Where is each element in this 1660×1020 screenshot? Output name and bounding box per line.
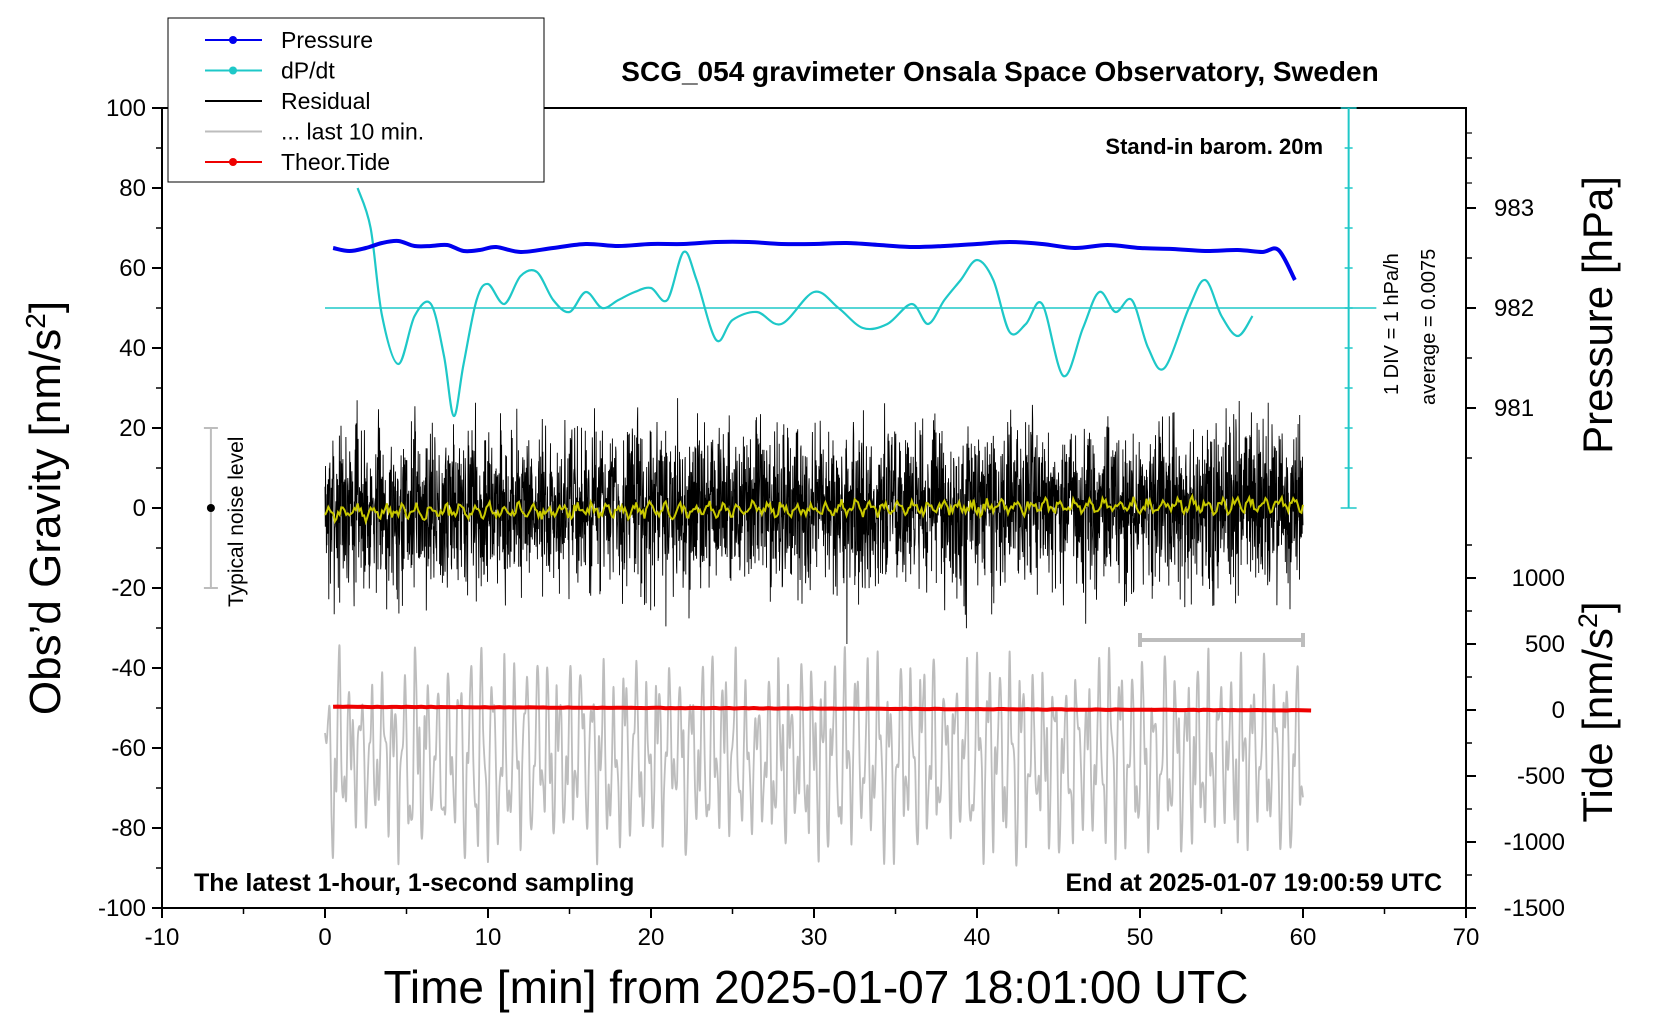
y-tick-label: 100 (106, 95, 146, 122)
legend-entry: Residual (205, 88, 371, 114)
legend-swatch-marker (229, 158, 237, 166)
noise-bar-center-dot (206, 504, 215, 512)
tide-axis-ticks: 1000 500 0 -500 -1000 -1500 (1466, 544, 1565, 922)
x-axis-ticks: -10 0 10 20 30 40 50 60 70 (145, 908, 1480, 951)
tide-label-sup: 2 (1573, 613, 1603, 628)
x-tick-label: 30 (801, 924, 828, 951)
residual-line (324, 398, 1304, 645)
tide-tick-label: -1000 (1504, 829, 1565, 856)
pressure-tick-label: 982 (1494, 295, 1534, 322)
x-tick-label: 60 (1290, 924, 1317, 951)
pressure-line (332, 238, 1297, 281)
y-tick-label: -40 (111, 655, 146, 682)
chart-title: SCG_054 gravimeter Onsala Space Observat… (621, 56, 1378, 87)
dpdt-line (356, 187, 1254, 418)
tide-label-main: Tide [nm/s (1574, 628, 1621, 823)
x-tick-label: 10 (475, 924, 502, 951)
theor-tide-line (333, 704, 1312, 713)
tide-tick-label: 0 (1552, 697, 1565, 724)
y-tick-label: 0 (133, 495, 146, 522)
series-last-10-min (324, 644, 1304, 867)
pressure-axis-label: Pressure [hPa] (1574, 176, 1621, 454)
legend-entry: dP/dt (205, 58, 335, 84)
legend-entry: Pressure (205, 27, 373, 53)
bottom-left-annotation: The latest 1-hour, 1-second sampling (194, 869, 634, 897)
x-tick-label: 40 (964, 924, 991, 951)
tide-tick-label: 1000 (1512, 565, 1565, 592)
last-10-min-window-bar (1138, 633, 1305, 647)
x-tick-label: 70 (1453, 924, 1480, 951)
y-axis-left-ticks: 100 80 60 40 20 0 -20 -40 -60 -80 -100 (98, 95, 162, 922)
legend-swatch-marker (229, 66, 237, 75)
last-10-min-line (324, 644, 1304, 867)
pressure-tick-label: 983 (1494, 195, 1534, 222)
typical-noise-bar (203, 427, 218, 589)
average-annotation: average = 0.0075 (1418, 249, 1440, 405)
x-tick-label: 20 (638, 924, 665, 951)
y-left-label-sup: 2 (20, 313, 51, 329)
legend-entry: Theor.Tide (205, 149, 390, 175)
tide-tick-label: 500 (1525, 631, 1565, 658)
series-residual-smoothed (324, 492, 1304, 526)
tide-axis-label: Tide [nm/s2] (1573, 601, 1621, 822)
x-tick-label: 0 (318, 924, 331, 951)
barom-annotation: Stand-in barom. 20m (1105, 134, 1323, 159)
legend-entry: ... last 10 min. (205, 119, 424, 145)
bottom-right-annotation: End at 2025-01-07 19:00:59 UTC (1065, 869, 1442, 897)
series-theor-tide (333, 704, 1312, 713)
y-tick-label: -20 (111, 575, 146, 602)
tide-tick-label: -500 (1517, 763, 1565, 790)
legend-label: ... last 10 min. (281, 119, 424, 145)
x-tick-label: 50 (1127, 924, 1154, 951)
y-tick-label: 40 (119, 335, 146, 362)
div-annotation: 1 DIV = 1 hPa/h (1381, 253, 1403, 395)
tide-label-end: ] (1574, 601, 1621, 613)
x-axis-label: Time [min] from 2025-01-07 18:01:00 UTC (384, 961, 1249, 1013)
series-residual (324, 398, 1304, 645)
series-dpdt (325, 187, 1377, 418)
legend-label: Residual (281, 88, 371, 114)
noise-annotation: Typical noise level (225, 437, 248, 607)
legend-label: Pressure (281, 27, 373, 53)
y-tick-label: -80 (111, 815, 146, 842)
y-left-label-main: Obs’d Gravity [nm/s (21, 329, 70, 715)
y-tick-label: 80 (119, 175, 146, 202)
legend-swatch-marker (229, 36, 237, 44)
legend-label: dP/dt (281, 58, 335, 84)
tide-tick-label: -1500 (1504, 895, 1565, 922)
legend: Pressure dP/dt Residual ... last 10 min. The… (167, 17, 545, 183)
residual-smoothed-line (324, 492, 1304, 526)
y-tick-label: -60 (111, 735, 146, 762)
div-scale-bar (1340, 107, 1357, 509)
pressure-axis-ticks: 983 982 981 (1466, 132, 1534, 459)
y-tick-label: 60 (119, 255, 146, 282)
pressure-tick-label: 981 (1494, 395, 1534, 422)
x-tick-label: -10 (145, 924, 180, 951)
y-tick-label: -100 (98, 895, 146, 922)
series-pressure (332, 238, 1297, 281)
y-tick-label: 20 (119, 415, 146, 442)
legend-label: Theor.Tide (281, 149, 390, 175)
y-axis-left-label: Obs’d Gravity [nm/s2] (20, 301, 71, 715)
y-left-label-end: ] (21, 301, 70, 313)
